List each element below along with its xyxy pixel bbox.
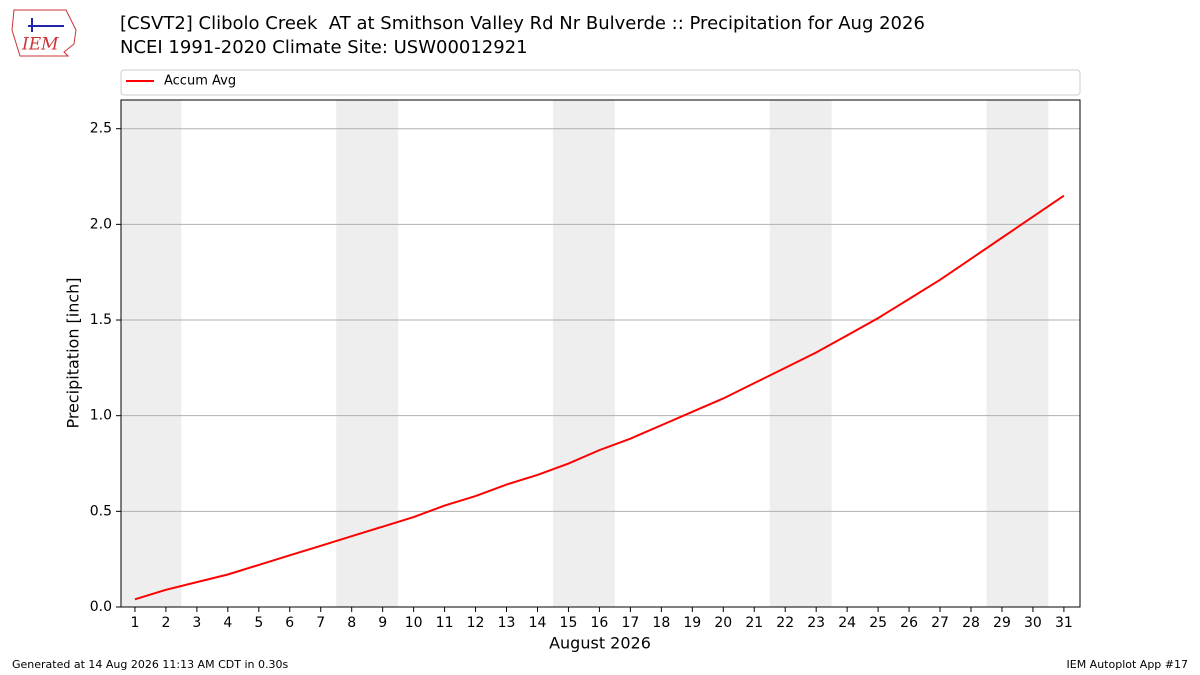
x-tick-label: 3 [192,615,201,631]
footer-right: IEM Autoplot App #17 [1067,658,1189,671]
x-tick-label: 23 [807,615,825,631]
legend-label: Accum Avg [164,74,236,89]
x-tick-label: 25 [869,615,887,631]
weekend-shade [583,100,615,607]
weekend-shade [121,100,151,607]
x-tick-label: 16 [591,615,609,631]
legend-box [120,69,1081,96]
x-tick-label: 28 [962,615,980,631]
weekend-shade [336,100,368,607]
x-tick-label: 31 [1055,615,1073,631]
x-tick-label: 10 [405,615,423,631]
weekend-shade [769,100,801,607]
x-axis-label: August 2026 [549,634,651,653]
y-tick-label: 2.5 [90,121,112,137]
x-tick-label: 21 [745,615,763,631]
x-tick-label: 15 [560,615,578,631]
x-tick-label: 24 [838,615,856,631]
logo: IEM [11,9,77,57]
weekend-shade [552,100,584,607]
x-tick-label: 14 [529,615,547,631]
y-tick-label: 0.0 [90,599,112,615]
y-tick-label: 1.0 [90,408,112,424]
x-tick-label: 8 [347,615,356,631]
x-tick-label: 13 [498,615,516,631]
weekend-shade [150,100,182,607]
footer-left: Generated at 14 Aug 2026 11:13 AM CDT in… [12,658,288,671]
x-tick-label: 5 [254,615,263,631]
x-tick-label: 1 [130,615,139,631]
x-tick-label: 19 [683,615,701,631]
x-tick-label: 6 [285,615,294,631]
weekend-shade [986,100,1018,607]
y-tick-label: 1.5 [90,312,112,328]
plot-frame [120,99,1081,608]
x-tick-label: 20 [714,615,732,631]
x-tick-label: 4 [223,615,232,631]
x-tick-label: 17 [621,615,639,631]
y-axis-label: Precipitation [inch] [64,277,83,428]
logo-text: IEM [21,35,59,55]
x-tick-label: 7 [316,615,325,631]
x-tick-label: 26 [900,615,918,631]
y-tick-label: 0.5 [90,503,112,519]
x-tick-label: 11 [436,615,454,631]
chart-title: [CSVT2] Clibolo Creek AT at Smithson Val… [120,13,925,34]
chart-subtitle: NCEI 1991-2020 Climate Site: USW00012921 [120,37,528,58]
x-tick-label: 18 [652,615,670,631]
x-tick-label: 9 [378,615,387,631]
weekend-shade [1017,100,1049,607]
x-tick-label: 12 [467,615,485,631]
x-tick-label: 22 [776,615,794,631]
series-line [134,194,1065,601]
y-tick-label: 2.0 [90,216,112,232]
x-tick-label: 29 [993,615,1011,631]
x-tick-label: 27 [931,615,949,631]
x-tick-label: 2 [161,615,170,631]
x-tick-label: 30 [1024,615,1042,631]
